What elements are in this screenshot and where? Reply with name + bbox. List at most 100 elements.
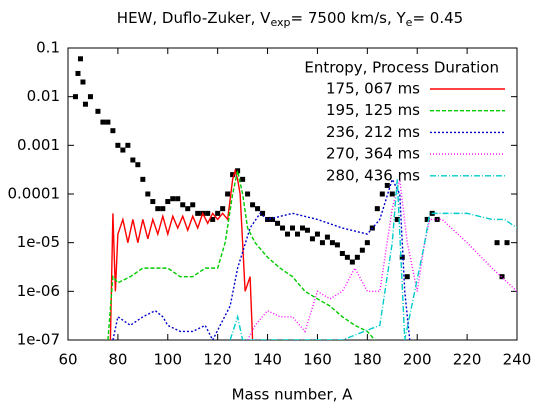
data-point	[82, 101, 88, 107]
data-point	[294, 231, 300, 237]
x-tick-label: 100	[153, 351, 182, 369]
data-point	[160, 206, 166, 212]
data-point	[404, 274, 410, 280]
x-tick-label: 180	[353, 351, 382, 369]
data-point	[314, 231, 320, 237]
data-point	[255, 206, 261, 212]
data-point	[329, 240, 335, 246]
data-point	[225, 191, 231, 197]
data-point	[175, 196, 181, 202]
data-point	[80, 79, 86, 85]
legend-label: 270, 364 ms	[326, 145, 420, 163]
data-point	[384, 182, 390, 188]
data-point	[190, 202, 196, 208]
data-point	[145, 191, 151, 197]
x-tick-label: 160	[303, 351, 332, 369]
data-point	[230, 172, 236, 178]
data-point	[349, 259, 355, 265]
data-point	[364, 240, 370, 246]
data-point	[220, 206, 226, 212]
data-point	[75, 70, 81, 76]
data-point	[260, 210, 266, 216]
data-point	[280, 225, 286, 231]
data-point	[120, 147, 126, 153]
data-point	[150, 199, 156, 205]
plot-area	[72, 56, 517, 340]
data-point	[339, 250, 345, 256]
data-point	[245, 191, 251, 197]
data-point	[105, 119, 111, 125]
y-tick-label: 1e-07	[17, 331, 60, 349]
data-point	[344, 254, 350, 260]
x-tick-label: 200	[403, 351, 432, 369]
y-tick-label: 0.001	[17, 136, 60, 154]
data-point	[140, 176, 146, 182]
data-point	[374, 206, 380, 212]
data-point	[389, 191, 395, 197]
data-point	[215, 210, 221, 216]
data-point	[165, 199, 171, 205]
data-point	[210, 216, 216, 222]
data-point	[334, 242, 340, 248]
x-tick-label: 220	[453, 351, 482, 369]
series-line	[109, 168, 254, 340]
x-tick-label: 120	[203, 351, 232, 369]
data-point	[324, 234, 330, 240]
data-point	[354, 254, 360, 260]
data-point	[299, 225, 305, 231]
data-point	[155, 206, 161, 212]
data-point	[499, 274, 505, 280]
plot-frame	[67, 47, 518, 341]
data-point	[285, 231, 291, 237]
data-point	[319, 240, 325, 246]
data-point	[205, 210, 211, 216]
data-point	[399, 254, 405, 260]
legend-title: Entropy, Process Duration	[304, 59, 499, 77]
data-point	[275, 220, 281, 226]
x-tick-label: 60	[58, 351, 77, 369]
series-line	[107, 170, 376, 340]
y-tick-label: 0.0001	[8, 185, 61, 203]
data-point	[125, 142, 131, 148]
data-point	[290, 225, 295, 231]
series-line	[246, 179, 517, 340]
data-point	[240, 176, 246, 182]
data-point	[130, 157, 136, 163]
data-point	[87, 94, 93, 100]
data-point	[265, 216, 271, 222]
y-tick-label: 0.01	[27, 87, 60, 105]
data-point	[185, 206, 191, 212]
chart-title: HEW, Duflo-Zuker, Vexp= 7500 km/s, Ye= 0…	[117, 9, 463, 30]
x-tick-label: 140	[253, 351, 282, 369]
data-point	[170, 196, 176, 202]
x-tick-label: 80	[108, 351, 127, 369]
data-point	[309, 236, 315, 242]
series-line	[229, 179, 517, 340]
data-point	[72, 94, 78, 100]
data-point	[195, 210, 201, 216]
data-point	[135, 162, 141, 168]
data-point	[115, 142, 121, 148]
x-axis-label: Mass number, A	[232, 386, 354, 404]
data-point	[100, 119, 106, 125]
y-tick-label: 1e-06	[17, 282, 60, 300]
legend-label: 175, 067 ms	[326, 80, 420, 98]
series-line	[112, 177, 411, 340]
data-point	[250, 202, 256, 208]
data-point	[180, 202, 186, 208]
data-point	[270, 216, 276, 222]
legend-label: 280, 436 ms	[326, 166, 420, 184]
data-point	[494, 240, 500, 246]
data-point	[504, 240, 510, 246]
data-point	[424, 216, 430, 222]
data-point	[110, 128, 116, 134]
y-tick-label: 0.1	[36, 39, 60, 57]
y-tick-label: 1e-05	[17, 233, 60, 251]
data-point	[304, 227, 310, 233]
data-point	[379, 191, 385, 197]
legend-label: 195, 125 ms	[326, 101, 420, 119]
data-point	[77, 56, 83, 62]
data-point	[95, 108, 101, 114]
x-tick-label: 240	[503, 351, 532, 369]
